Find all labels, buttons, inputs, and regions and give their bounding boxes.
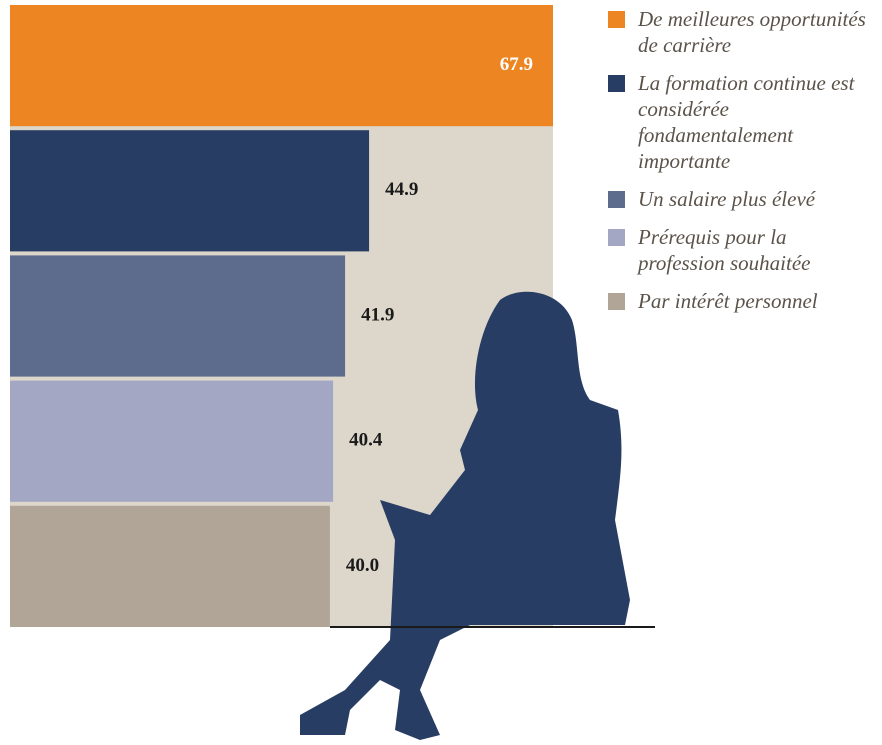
legend-swatch xyxy=(608,229,625,246)
bar xyxy=(10,5,553,127)
value-label: 40.4 xyxy=(349,430,383,451)
legend-label: Un salaire plus élevé xyxy=(638,187,816,211)
bar xyxy=(10,255,346,377)
value-label: 44.9 xyxy=(385,179,418,200)
value-label: 40.0 xyxy=(346,555,379,576)
bar xyxy=(10,505,330,627)
bar xyxy=(10,130,370,252)
legend-label: La formation continue est considérée fon… xyxy=(638,71,855,173)
legend-item: Prérequis pour la profession souhaitée xyxy=(608,224,870,276)
legend-item: De meilleures opportunités de carrière xyxy=(608,6,870,58)
legend-swatch xyxy=(608,293,625,310)
legend-item: La formation continue est considérée fon… xyxy=(608,70,870,174)
legend-item: Un salaire plus élevé xyxy=(608,186,870,212)
legend-label: Par intérêt personnel xyxy=(638,289,818,313)
legend-item: Par intérêt personnel xyxy=(608,288,870,314)
legend-label: De meilleures opportunités de carrière xyxy=(638,7,866,57)
value-label: 41.9 xyxy=(361,304,394,325)
legend-swatch xyxy=(608,75,625,92)
legend-label: Prérequis pour la profession souhaitée xyxy=(638,225,811,275)
value-label: 67.9 xyxy=(500,54,533,75)
legend-swatch xyxy=(608,11,625,28)
bar xyxy=(10,380,334,502)
silhouette xyxy=(300,291,630,740)
legend-swatch xyxy=(608,191,625,208)
legend: De meilleures opportunités de carrière La… xyxy=(608,6,870,326)
